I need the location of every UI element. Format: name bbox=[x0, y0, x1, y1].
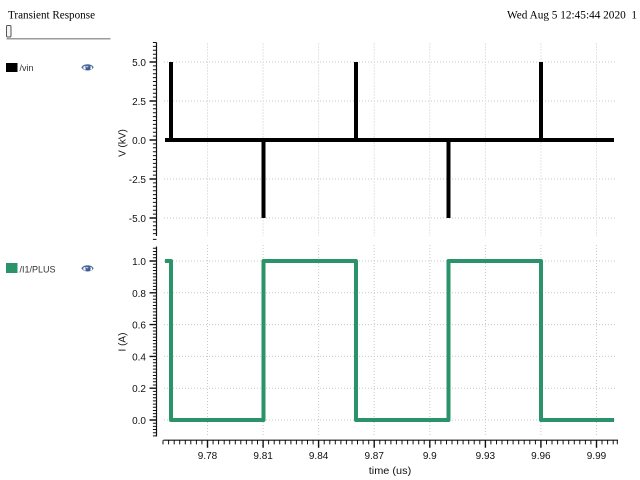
svg-text:0.4: 0.4 bbox=[132, 352, 146, 363]
svg-text:9.9: 9.9 bbox=[423, 451, 437, 462]
svg-text:0.0: 0.0 bbox=[132, 416, 146, 427]
svg-text:9.93: 9.93 bbox=[476, 451, 496, 462]
svg-text:0.2: 0.2 bbox=[132, 384, 146, 395]
svg-text:9.87: 9.87 bbox=[364, 451, 384, 462]
svg-text:5.0: 5.0 bbox=[132, 58, 146, 69]
svg-text:0.8: 0.8 bbox=[132, 289, 146, 300]
svg-text:Transient Response: Transient Response bbox=[8, 8, 95, 22]
svg-text:9.96: 9.96 bbox=[531, 451, 551, 462]
svg-text:0.6: 0.6 bbox=[132, 321, 146, 332]
svg-text:9.99: 9.99 bbox=[587, 451, 607, 462]
svg-text:/I1/PLUS: /I1/PLUS bbox=[20, 264, 56, 274]
svg-text:time (us): time (us) bbox=[369, 466, 412, 477]
svg-text:Wed Aug 5 12:45:44 2020 1: Wed Aug 5 12:45:44 2020 1 bbox=[507, 8, 637, 22]
svg-text:I (A): I (A) bbox=[118, 333, 129, 352]
svg-text:-5.0: -5.0 bbox=[129, 214, 147, 225]
svg-text:-2.5: -2.5 bbox=[129, 175, 147, 186]
svg-text:1.0: 1.0 bbox=[132, 257, 146, 268]
svg-text:9.78: 9.78 bbox=[198, 451, 218, 462]
svg-text:2.5: 2.5 bbox=[132, 97, 146, 108]
svg-text:9.84: 9.84 bbox=[309, 451, 329, 462]
svg-text:9.81: 9.81 bbox=[253, 451, 273, 462]
svg-text:/vin: /vin bbox=[20, 63, 34, 73]
svg-text:0.0: 0.0 bbox=[132, 136, 146, 147]
svg-text:V (kV): V (kV) bbox=[118, 129, 129, 157]
